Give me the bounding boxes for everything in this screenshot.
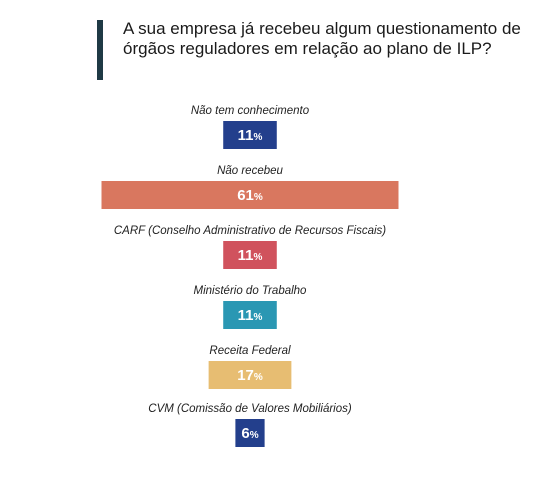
bar	[223, 121, 277, 149]
bar-value-label: 11%	[238, 127, 263, 144]
title-block: A sua empresa já recebeu algum questiona…	[97, 19, 521, 80]
bar-value-label: 11%	[238, 247, 263, 264]
bar-value-label: 11%	[238, 307, 263, 324]
category-label: Não tem conhecimento	[191, 105, 310, 117]
bar	[235, 419, 265, 447]
bar	[223, 241, 277, 269]
category-label: Receita Federal	[209, 345, 291, 357]
chart-title: A sua empresa já recebeu algum questiona…	[123, 19, 521, 58]
category-label: CARF (Conselho Administrativo de Recurso…	[114, 225, 386, 237]
title-accent-bar	[97, 20, 103, 80]
category-label: Não recebeu	[217, 165, 283, 177]
bar	[101, 181, 399, 209]
category-label: CVM (Comissão de Valores Mobiliários)	[148, 403, 352, 415]
bar-value-label: 17%	[237, 367, 263, 384]
bar	[223, 301, 277, 329]
bar	[208, 361, 292, 389]
bar-value-label: 61%	[237, 187, 263, 204]
category-label: Ministério do Trabalho	[194, 285, 308, 297]
bar-value-label: 6%	[241, 425, 258, 442]
